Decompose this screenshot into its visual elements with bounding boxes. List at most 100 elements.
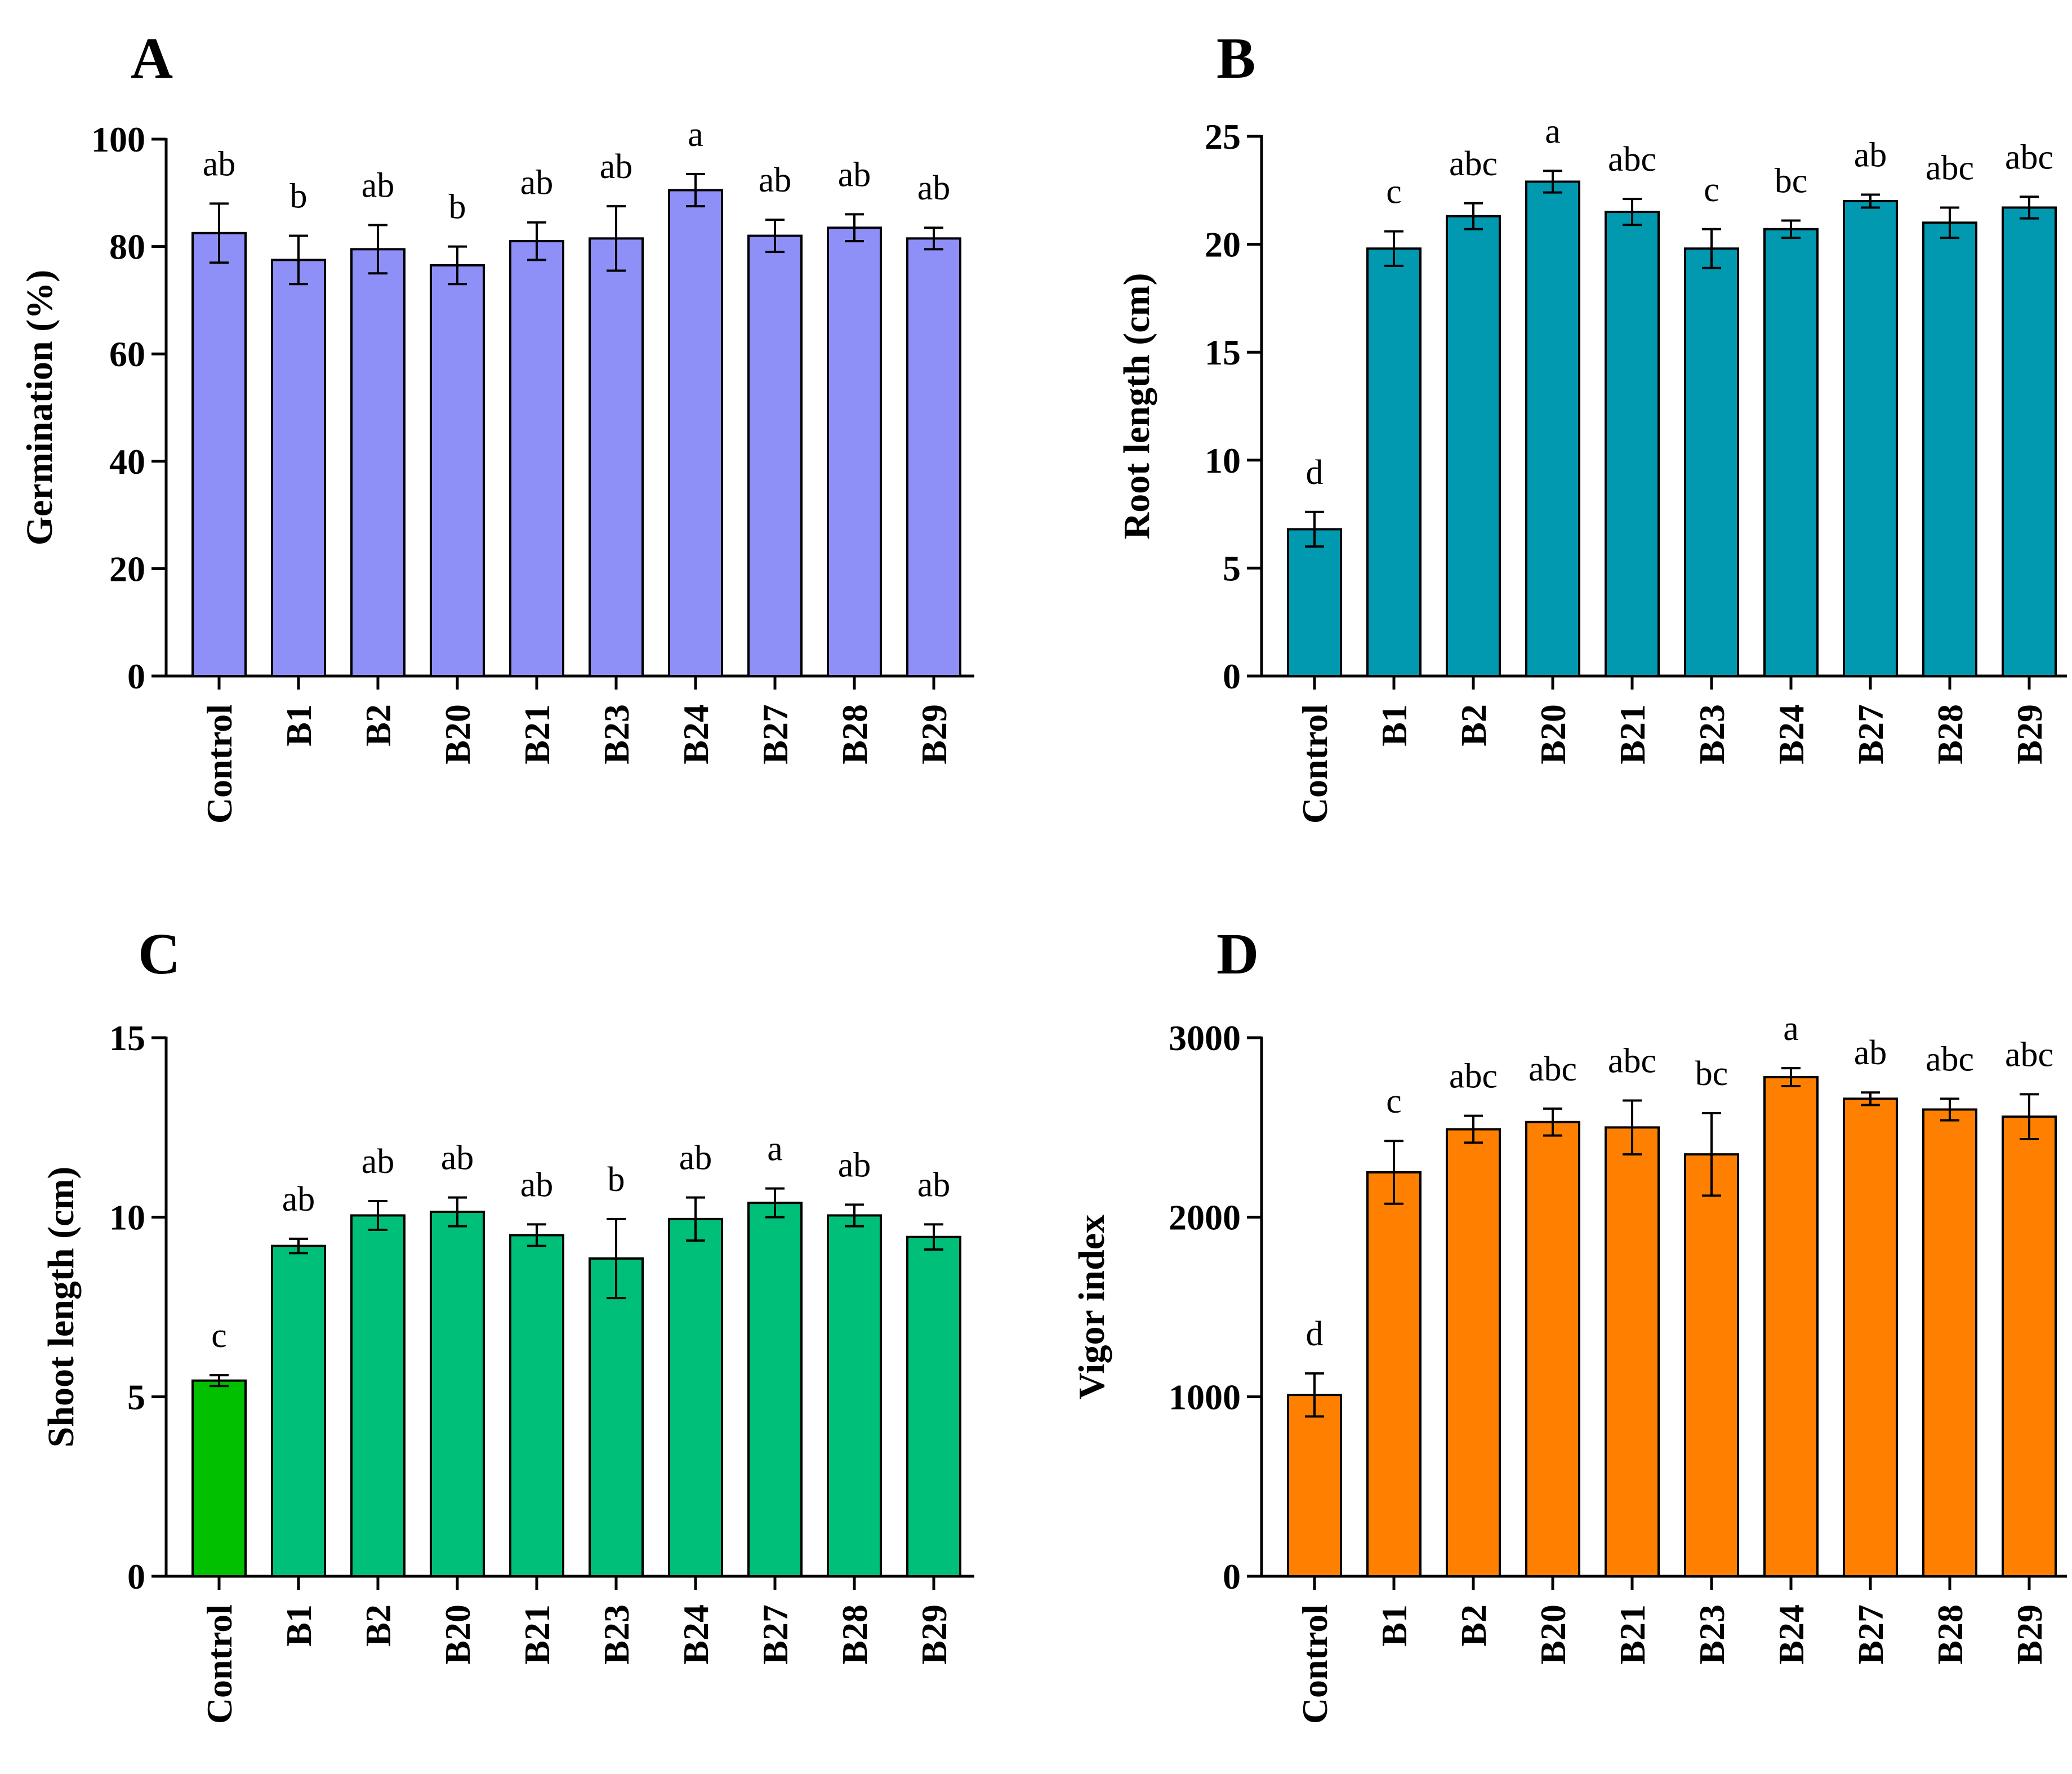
y-tick-label: 1000 xyxy=(1169,1377,1241,1417)
significance-label: ab xyxy=(282,1180,315,1219)
significance-label: ab xyxy=(838,155,871,194)
significance-label: abc xyxy=(2005,138,2053,176)
bar xyxy=(430,1211,485,1577)
bar xyxy=(1922,221,1977,677)
significance-label: ab xyxy=(1854,1034,1887,1072)
category-label: Control xyxy=(1295,704,1335,824)
bar xyxy=(509,1234,564,1578)
significance-label: c xyxy=(1704,171,1719,209)
category-label: B1 xyxy=(1374,704,1414,746)
y-tick-label: 5 xyxy=(127,1377,145,1417)
bar xyxy=(1366,1171,1422,1577)
y-tick-label: 15 xyxy=(1205,332,1241,372)
chart-panel-b: B Root length (cm) 0 5 10 15 20 25 Control d B1 c B2… xyxy=(1116,26,2067,824)
bar xyxy=(430,264,485,677)
significance-label: bc xyxy=(1695,1055,1728,1093)
bar xyxy=(1525,180,1580,677)
bar xyxy=(2002,1115,2057,1578)
bar xyxy=(1843,199,1898,677)
bar xyxy=(668,189,723,678)
bar xyxy=(1922,1108,1977,1577)
significance-label: bc xyxy=(1775,162,1808,200)
bar xyxy=(1763,1076,1819,1577)
category-label: B2 xyxy=(358,1604,398,1647)
bar xyxy=(271,1244,326,1577)
significance-label: b xyxy=(608,1161,625,1199)
category-label: Control xyxy=(1295,1604,1335,1724)
bar xyxy=(191,1379,247,1577)
bar xyxy=(906,237,961,677)
significance-label: ab xyxy=(441,1139,474,1177)
bar xyxy=(1366,247,1422,678)
y-tick-label: 25 xyxy=(1205,117,1241,157)
category-label: B24 xyxy=(676,704,716,764)
bar xyxy=(589,237,644,677)
category-label: B29 xyxy=(2009,704,2049,764)
bar xyxy=(1684,247,1739,678)
category-label: B2 xyxy=(1454,1604,1494,1647)
y-tick-label: 0 xyxy=(127,1557,145,1597)
bar xyxy=(1605,211,1660,677)
y-tick-label: 80 xyxy=(109,227,145,267)
significance-label: abc xyxy=(1926,1040,1974,1078)
category-label: B24 xyxy=(1771,1604,1811,1665)
category-label: B23 xyxy=(596,1604,636,1665)
significance-label: b xyxy=(449,188,466,226)
y-tick-label: 3000 xyxy=(1169,1018,1241,1058)
category-label: B2 xyxy=(1454,704,1494,746)
bar xyxy=(747,1202,803,1577)
category-label: B29 xyxy=(2009,1604,2049,1665)
significance-label: abc xyxy=(1449,1057,1498,1096)
significance-label: abc xyxy=(1449,145,1498,183)
y-tick-label: 0 xyxy=(1223,1557,1241,1597)
category-label: B27 xyxy=(755,704,795,764)
category-label: B23 xyxy=(596,704,636,764)
category-label: B1 xyxy=(1374,1604,1414,1647)
y-tick-label: 40 xyxy=(109,442,145,482)
significance-label: ab xyxy=(917,169,951,207)
significance-label: a xyxy=(767,1130,783,1168)
bar xyxy=(1525,1121,1580,1577)
category-label: B20 xyxy=(438,704,478,764)
y-tick-label: 10 xyxy=(109,1198,145,1238)
significance-label: ab xyxy=(917,1166,951,1204)
significance-label: abc xyxy=(1529,1050,1577,1088)
category-label: B28 xyxy=(1930,1604,1970,1665)
panel-letter: B xyxy=(1217,26,1255,91)
category-label: B21 xyxy=(1612,1604,1652,1665)
panel-letter: A xyxy=(131,26,173,91)
y-axis-title: Shoot length (cm) xyxy=(41,1167,82,1448)
category-label: B29 xyxy=(914,1604,954,1665)
significance-label: d xyxy=(1306,1315,1324,1353)
category-label: B21 xyxy=(1612,704,1652,764)
category-label: B23 xyxy=(1692,704,1732,764)
significance-label: d xyxy=(1306,453,1324,492)
category-label: B27 xyxy=(755,1604,795,1665)
category-label: B24 xyxy=(1771,704,1811,764)
significance-label: c xyxy=(1386,173,1402,211)
significance-label: abc xyxy=(1608,140,1656,179)
bar xyxy=(1446,1128,1501,1577)
category-label: B20 xyxy=(1533,704,1573,764)
significance-label: b xyxy=(290,177,308,216)
category-label: B27 xyxy=(1851,1604,1891,1665)
y-tick-label: 0 xyxy=(1223,656,1241,696)
category-label: B28 xyxy=(835,704,875,764)
bar xyxy=(1763,228,1819,677)
significance-label: c xyxy=(211,1317,227,1355)
significance-label: ab xyxy=(362,166,395,204)
bar xyxy=(827,226,882,677)
bar xyxy=(668,1217,723,1577)
bar xyxy=(1684,1153,1739,1577)
significance-label: ab xyxy=(520,1166,554,1204)
category-label: B1 xyxy=(279,704,319,746)
bar xyxy=(1446,215,1501,677)
significance-label: ab xyxy=(203,145,236,183)
y-tick-label: 20 xyxy=(1205,225,1241,265)
panel-letter: C xyxy=(138,922,180,986)
category-label: Control xyxy=(199,704,239,824)
